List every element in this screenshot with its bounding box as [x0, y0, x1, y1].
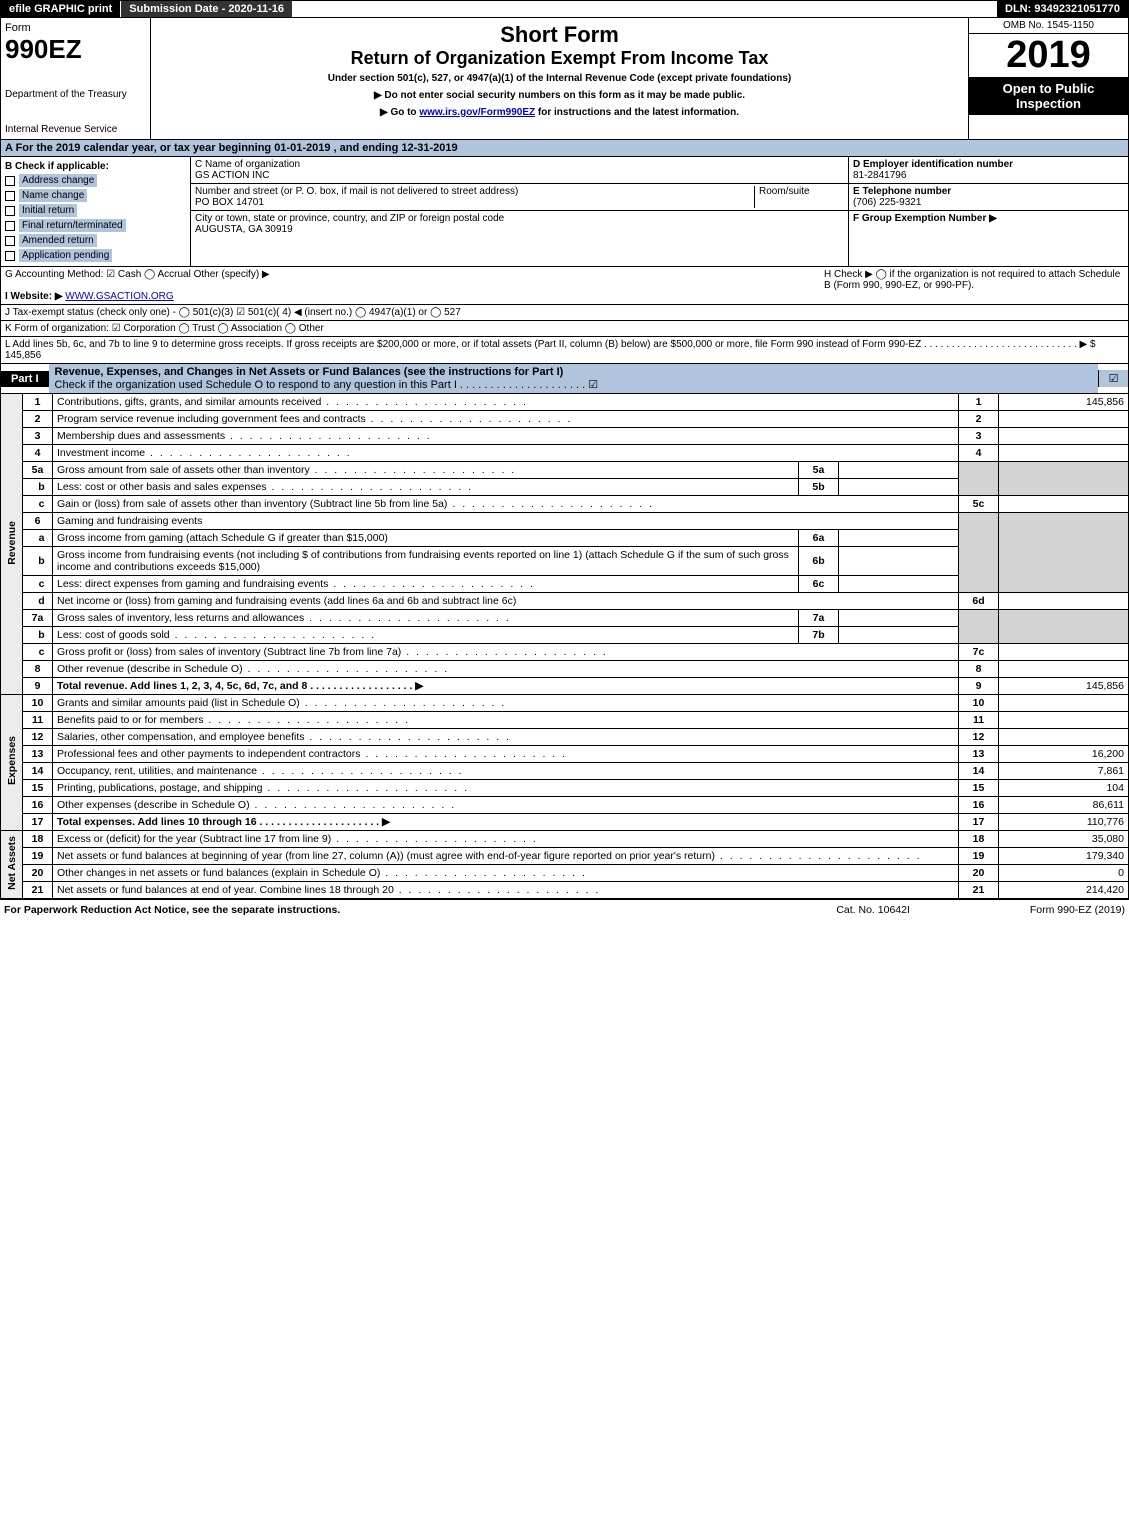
website-label: I Website: ▶ — [5, 291, 63, 302]
org-name: GS ACTION INC — [195, 170, 844, 181]
tax-year: 2019 — [969, 34, 1128, 77]
netassets-vlabel: Net Assets — [6, 836, 18, 890]
h-check: H Check ▶ ◯ if the organization is not r… — [824, 269, 1124, 302]
line-6: 6Gaming and fundraising events — [1, 513, 1129, 530]
line-11: 11Benefits paid to or for members11 — [1, 712, 1129, 729]
ssn-warning: ▶ Do not enter social security numbers o… — [159, 90, 960, 101]
irs-link[interactable]: www.irs.gov/Form990EZ — [419, 107, 535, 118]
c-name-label: C Name of organization — [195, 159, 844, 170]
omb-number: OMB No. 1545-1150 — [969, 18, 1128, 34]
line-7c: cGross profit or (loss) from sales of in… — [1, 644, 1129, 661]
return-title: Return of Organization Exempt From Incom… — [159, 48, 960, 69]
part-i-checkbox[interactable]: ☑ — [1098, 370, 1128, 387]
period-row: A For the 2019 calendar year, or tax yea… — [0, 140, 1129, 157]
checkbox-application-pending[interactable] — [5, 251, 15, 261]
dept-treasury: Department of the Treasury — [5, 89, 146, 100]
line-6d: dNet income or (loss) from gaming and fu… — [1, 593, 1129, 610]
line-3: 3Membership dues and assessments3 — [1, 428, 1129, 445]
form-number: 990EZ — [5, 34, 146, 65]
revenue-vlabel: Revenue — [6, 521, 18, 565]
line-10: Expenses 10Grants and similar amounts pa… — [1, 695, 1129, 712]
b-name-change: Name change — [19, 189, 87, 202]
room-suite-label: Room/suite — [754, 186, 844, 208]
cat-no: Cat. No. 10642I — [836, 904, 910, 916]
tel-label: E Telephone number — [853, 186, 951, 197]
line-19: 19Net assets or fund balances at beginni… — [1, 848, 1129, 865]
page-footer: For Paperwork Reduction Act Notice, see … — [0, 899, 1129, 920]
ein-label: D Employer identification number — [853, 159, 1013, 170]
checkbox-address-change[interactable] — [5, 176, 15, 186]
block-b: B Check if applicable: Address change Na… — [1, 157, 191, 266]
block-d: D Employer identification number 81-2841… — [848, 157, 1128, 266]
form-header: Form 990EZ Department of the Treasury In… — [0, 18, 1129, 140]
line-8: 8Other revenue (describe in Schedule O)8 — [1, 661, 1129, 678]
c-city-label: City or town, state or province, country… — [195, 213, 504, 224]
goto-post: for instructions and the latest informat… — [538, 107, 739, 118]
part-i-header: Part I Revenue, Expenses, and Changes in… — [0, 364, 1129, 394]
line-20: 20Other changes in net assets or fund ba… — [1, 865, 1129, 882]
part-i-sub: Check if the organization used Schedule … — [55, 379, 599, 391]
line-17: 17Total expenses. Add lines 10 through 1… — [1, 814, 1129, 831]
topbar: efile GRAPHIC print Submission Date - 20… — [0, 0, 1129, 18]
part-i-title: Revenue, Expenses, and Changes in Net As… — [49, 364, 1098, 393]
efile-print-button[interactable]: efile GRAPHIC print — [1, 1, 121, 17]
j-tax-exempt: J Tax-exempt status (check only one) - ◯… — [0, 305, 1129, 321]
checkbox-initial-return[interactable] — [5, 206, 15, 216]
line-15: 15Printing, publications, postage, and s… — [1, 780, 1129, 797]
expenses-vlabel: Expenses — [6, 736, 18, 785]
accounting-method: G Accounting Method: ☑ Cash ◯ Accrual Ot… — [5, 269, 824, 280]
header-right: OMB No. 1545-1150 2019 Open to Public In… — [968, 18, 1128, 139]
block-b-title: B Check if applicable: — [5, 161, 109, 172]
block-c: C Name of organization GS ACTION INC Num… — [191, 157, 848, 266]
submission-date: Submission Date - 2020-11-16 — [121, 1, 293, 17]
line-7a: 7aGross sales of inventory, less returns… — [1, 610, 1129, 627]
line-16: 16Other expenses (describe in Schedule O… — [1, 797, 1129, 814]
org-address: PO BOX 14701 — [195, 197, 754, 208]
irs-label: Internal Revenue Service — [5, 124, 146, 135]
c-addr-label: Number and street (or P. O. box, if mail… — [195, 186, 754, 197]
line-21: 21Net assets or fund balances at end of … — [1, 882, 1129, 899]
open-to-public: Open to Public Inspection — [969, 77, 1128, 115]
gh-row: G Accounting Method: ☑ Cash ◯ Accrual Ot… — [0, 267, 1129, 305]
checkbox-amended-return[interactable] — [5, 236, 15, 246]
goto-link-row: ▶ Go to www.irs.gov/Form990EZ for instru… — [159, 107, 960, 118]
line-14: 14Occupancy, rent, utilities, and mainte… — [1, 763, 1129, 780]
part-i-table: Revenue 1Contributions, gifts, grants, a… — [0, 394, 1129, 899]
checkbox-final-return[interactable] — [5, 221, 15, 231]
group-exemption-label: F Group Exemption Number ▶ — [853, 213, 997, 224]
ein-value: 81-2841796 — [853, 170, 906, 181]
goto-pre: ▶ Go to — [380, 107, 419, 118]
under-section: Under section 501(c), 527, or 4947(a)(1)… — [159, 73, 960, 84]
b-application-pending: Application pending — [19, 249, 112, 262]
header-center: Short Form Return of Organization Exempt… — [151, 18, 968, 139]
website-link[interactable]: WWW.GSACTION.ORG — [65, 291, 173, 302]
checkbox-name-change[interactable] — [5, 191, 15, 201]
line-12: 12Salaries, other compensation, and empl… — [1, 729, 1129, 746]
b-final-return: Final return/terminated — [19, 219, 126, 232]
short-form-title: Short Form — [159, 22, 960, 48]
b-amended-return: Amended return — [19, 234, 97, 247]
b-initial-return: Initial return — [19, 204, 77, 217]
org-city: AUGUSTA, GA 30919 — [195, 224, 504, 235]
line-9: 9Total revenue. Add lines 1, 2, 3, 4, 5c… — [1, 678, 1129, 695]
line-5a: 5aGross amount from sale of assets other… — [1, 462, 1129, 479]
paperwork-notice: For Paperwork Reduction Act Notice, see … — [4, 904, 836, 916]
line-13: 13Professional fees and other payments t… — [1, 746, 1129, 763]
line-2: 2Program service revenue including gover… — [1, 411, 1129, 428]
part-i-tag: Part I — [1, 371, 49, 387]
form-label: Form — [5, 22, 146, 34]
dln: DLN: 93492321051770 — [997, 1, 1128, 17]
line-5c: cGain or (loss) from sale of assets othe… — [1, 496, 1129, 513]
l-gross-receipts: L Add lines 5b, 6c, and 7b to line 9 to … — [0, 337, 1129, 364]
tel-value: (706) 225-9321 — [853, 197, 921, 208]
k-form-org: K Form of organization: ☑ Corporation ◯ … — [0, 321, 1129, 337]
header-left: Form 990EZ Department of the Treasury In… — [1, 18, 151, 139]
line-1: Revenue 1Contributions, gifts, grants, a… — [1, 394, 1129, 411]
line-4: 4Investment income4 — [1, 445, 1129, 462]
entity-block: B Check if applicable: Address change Na… — [0, 157, 1129, 267]
b-address-change: Address change — [19, 174, 97, 187]
form-ref: Form 990-EZ (2019) — [1030, 904, 1125, 916]
line-18: Net Assets 18Excess or (deficit) for the… — [1, 831, 1129, 848]
